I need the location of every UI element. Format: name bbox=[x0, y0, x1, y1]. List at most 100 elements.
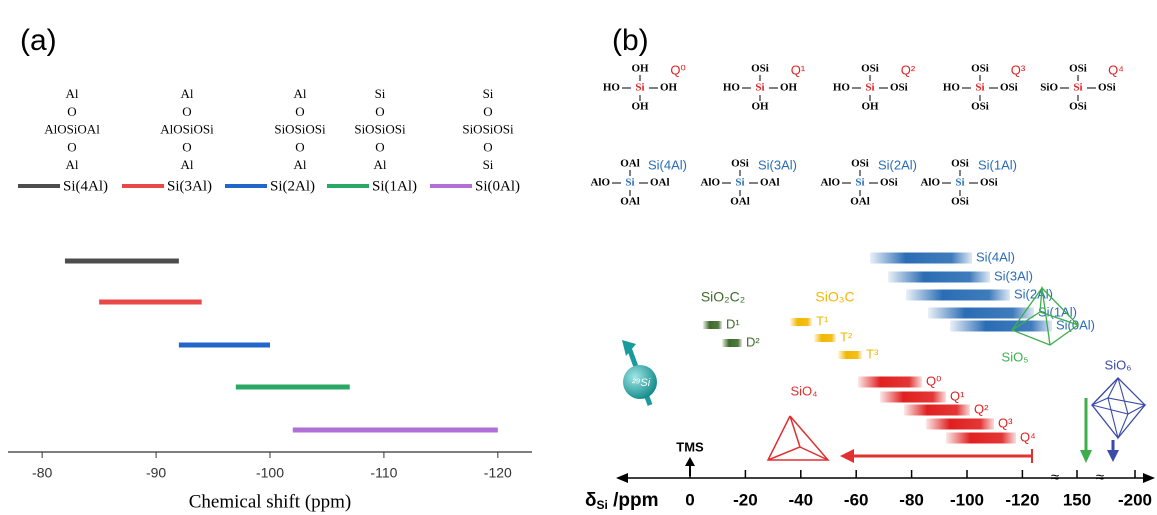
shift-band bbox=[722, 339, 742, 347]
substituent: OH bbox=[751, 101, 769, 113]
silicon: Si bbox=[865, 82, 874, 94]
x-tick-label: -40 bbox=[789, 490, 814, 509]
substituent: SiO bbox=[1040, 82, 1058, 94]
substituent: OSi bbox=[951, 196, 969, 208]
structure-text: SiOSiOSi bbox=[354, 122, 406, 137]
substituent: HO bbox=[723, 82, 741, 94]
band-label: D² bbox=[746, 334, 760, 349]
substituent: HO bbox=[943, 82, 961, 94]
band-label: D¹ bbox=[726, 316, 740, 331]
structure-text: Al bbox=[66, 157, 79, 172]
structure-label: Si(4Al) bbox=[648, 157, 687, 172]
substituent: OSi bbox=[1098, 82, 1116, 94]
shift-band bbox=[790, 318, 812, 326]
legend-label: Si(2Al) bbox=[270, 178, 315, 194]
structure-text: O bbox=[295, 139, 304, 154]
band-label: Q¹ bbox=[950, 388, 965, 403]
shift-band bbox=[906, 290, 1010, 301]
substituent: OSi bbox=[851, 158, 869, 170]
range-bar bbox=[236, 385, 350, 390]
substituent: OSi bbox=[751, 63, 769, 75]
group-label: SiO₂C₂ bbox=[701, 289, 745, 305]
x-axis-title: Chemical shift (ppm) bbox=[189, 491, 352, 512]
band-label: Si(3Al) bbox=[994, 268, 1033, 283]
structure-text: Si bbox=[483, 157, 494, 172]
panel-label: (b) bbox=[612, 24, 649, 57]
substituent: HO bbox=[603, 82, 621, 94]
axis-subscript: Si bbox=[597, 498, 608, 512]
group-label: SiO₃C bbox=[815, 289, 854, 305]
structure-label: Si(1Al) bbox=[978, 157, 1017, 172]
shift-band bbox=[870, 253, 972, 264]
x-tick-label: -200 bbox=[1118, 490, 1152, 509]
substituent: OSi bbox=[880, 177, 898, 189]
substituent: AlO bbox=[820, 177, 840, 189]
substituent: OAl bbox=[730, 196, 750, 208]
substituent: OH bbox=[780, 82, 798, 94]
silicon: Si bbox=[955, 177, 964, 189]
silicon: Si bbox=[855, 177, 864, 189]
structure-text: O bbox=[67, 139, 76, 154]
substituent: OAl bbox=[850, 196, 870, 208]
structure-text: O bbox=[182, 104, 191, 119]
axis-title: δSi /ppm bbox=[585, 490, 659, 512]
structure-text: SiOSiOSi bbox=[462, 122, 514, 137]
x-tick-label: -100 bbox=[256, 465, 284, 481]
structure-text: O bbox=[295, 104, 304, 119]
range-arrow-head bbox=[840, 449, 854, 463]
axis-arrow bbox=[1143, 473, 1155, 483]
structure-label: Si(3Al) bbox=[758, 157, 797, 172]
substituent: OSi bbox=[1000, 82, 1018, 94]
substituent: OSi bbox=[971, 101, 989, 113]
figure: (a) Chemical shift (ppm) (b) TMS δSi /pp… bbox=[0, 0, 1157, 515]
axis-symbol: δ bbox=[585, 490, 597, 511]
silicon: Si bbox=[755, 82, 764, 94]
polyhedron-label: SiO₆ bbox=[1105, 357, 1132, 372]
substituent: OSi bbox=[731, 158, 749, 170]
band-label: Q³ bbox=[998, 415, 1013, 430]
shift-band bbox=[950, 321, 1052, 332]
structure-label: Q⁴ bbox=[1108, 62, 1124, 77]
shift-band bbox=[703, 321, 722, 329]
substituent: OSi bbox=[971, 63, 989, 75]
shift-band bbox=[928, 308, 1034, 319]
substituent: OH bbox=[861, 101, 879, 113]
panel-label: (a) bbox=[20, 24, 57, 57]
silicon: Si bbox=[625, 177, 634, 189]
band-label: Q² bbox=[974, 401, 989, 416]
structure-text: Al bbox=[374, 157, 387, 172]
axis-arrow bbox=[616, 473, 628, 483]
structure-label: Q² bbox=[901, 62, 916, 77]
legend-label: Si(3Al) bbox=[167, 178, 212, 194]
substituent: OSi bbox=[861, 63, 879, 75]
structure-text: Al bbox=[66, 86, 79, 101]
structure-text: O bbox=[375, 139, 384, 154]
tetrahedron bbox=[800, 447, 828, 460]
substituent: AlO bbox=[590, 177, 610, 189]
octahedron bbox=[1092, 378, 1145, 438]
spin-label: ²⁹Si bbox=[632, 377, 651, 389]
x-tick-label: -20 bbox=[733, 490, 758, 509]
x-tick-label: -120 bbox=[1005, 490, 1039, 509]
x-tick-label: -120 bbox=[484, 465, 512, 481]
silicon: Si bbox=[635, 82, 644, 94]
substituent: AlO bbox=[920, 177, 940, 189]
reference-label: TMS bbox=[676, 439, 704, 454]
band-label: T¹ bbox=[816, 313, 829, 328]
substituent: OSi bbox=[890, 82, 908, 94]
substituent: OAl bbox=[760, 177, 780, 189]
reference-arrow-head bbox=[685, 457, 695, 466]
substituent: OSi bbox=[1069, 101, 1087, 113]
substituent: OH bbox=[660, 82, 678, 94]
shift-band bbox=[926, 419, 994, 430]
shift-band bbox=[814, 334, 836, 342]
range-arrow-head bbox=[1080, 450, 1092, 463]
band-label: T² bbox=[840, 329, 853, 344]
structure-text: Si bbox=[483, 86, 494, 101]
substituent: OSi bbox=[951, 158, 969, 170]
structure-text: O bbox=[483, 139, 492, 154]
shift-band bbox=[946, 433, 1016, 444]
range-bar bbox=[179, 343, 270, 348]
polyhedron-label: SiO₄ bbox=[791, 383, 818, 398]
structure-text: Al bbox=[181, 157, 194, 172]
